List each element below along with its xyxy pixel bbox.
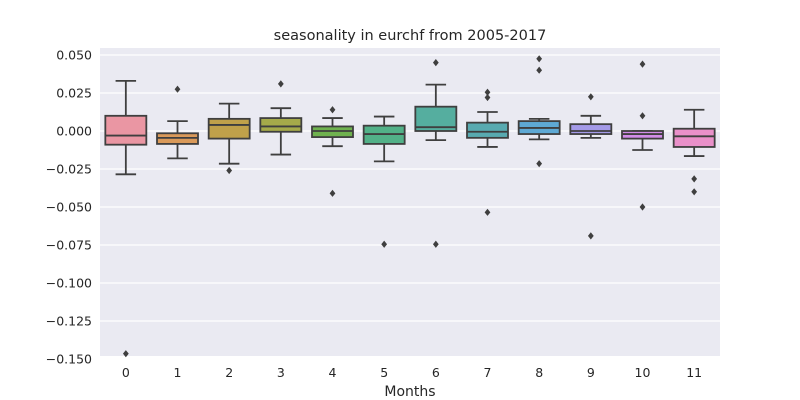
x-axis-ticks: 0 1 2 3 4 5 6 7 8 9 10 11 [122, 365, 702, 380]
outlier-point [639, 60, 646, 68]
box-month-6 [414, 59, 458, 248]
y-tick-label: 0.025 [56, 86, 92, 101]
plot-background [100, 48, 720, 356]
y-tick-label: −0.050 [46, 200, 92, 215]
x-tick-label: 5 [380, 365, 388, 380]
outlier-point [484, 208, 491, 216]
box-month-3 [259, 80, 303, 156]
x-tick-label: 2 [225, 365, 233, 380]
grid-lines [100, 54, 720, 360]
outlier-point [174, 85, 181, 93]
chart-title: seasonality in eurchf from 2005-2017 [274, 28, 547, 44]
x-tick-label: 11 [686, 365, 702, 380]
x-tick-label: 8 [535, 365, 543, 380]
x-tick-label: 0 [122, 365, 130, 380]
iqr-box [207, 117, 251, 140]
outlier-point [587, 93, 594, 101]
x-tick-label: 6 [432, 365, 440, 380]
iqr-box [104, 114, 148, 146]
y-tick-label: 0.050 [56, 48, 92, 63]
outlier-point [329, 189, 336, 197]
box-month-7 [466, 88, 509, 216]
outlier-point [536, 160, 543, 168]
boxes [104, 55, 716, 358]
iqr-box [672, 127, 716, 148]
iqr-box [259, 117, 303, 133]
y-axis-ticks: 0.050 0.025 0.000 −0.025 −0.050 −0.075 −0.100 −… [46, 48, 92, 367]
iqr-box [569, 123, 613, 135]
outlier-point [691, 188, 698, 196]
outlier-point [536, 66, 543, 74]
box-month-11 [672, 108, 716, 196]
x-tick-label: 3 [277, 365, 285, 380]
x-tick-label: 4 [329, 365, 337, 380]
outlier-point [226, 166, 233, 175]
x-tick-label: 7 [484, 365, 492, 380]
outlier-point [639, 203, 646, 211]
outlier-point [381, 240, 388, 248]
box-month-0 [104, 79, 148, 358]
x-tick-label: 10 [635, 365, 651, 380]
box-month-4 [311, 106, 354, 197]
box-month-9 [569, 93, 613, 240]
box-month-2 [207, 102, 251, 175]
iqr-box [466, 121, 509, 139]
outlier-point [691, 175, 698, 183]
y-tick-label: −0.100 [46, 276, 92, 291]
outlier-point [432, 240, 439, 248]
box-month-8 [517, 55, 561, 168]
outlier-point [484, 93, 491, 102]
y-tick-label: −0.125 [46, 314, 92, 329]
box-month-5 [362, 115, 406, 248]
box-month-1 [156, 85, 199, 160]
outlier-point [329, 106, 336, 114]
outlier-point [277, 80, 284, 88]
y-tick-label: −0.025 [46, 162, 92, 177]
outlier-point [536, 55, 543, 63]
x-tick-label: 9 [587, 365, 595, 380]
x-tick-label: 1 [174, 365, 182, 380]
outlier-point [122, 350, 129, 358]
box-month-10 [621, 60, 664, 211]
outlier-point [639, 112, 646, 120]
outlier-point [484, 88, 491, 96]
outlier-point [432, 59, 439, 67]
x-axis-label: Months [384, 384, 435, 400]
y-tick-label: −0.150 [46, 352, 92, 367]
outlier-point [587, 232, 594, 240]
y-tick-label: −0.075 [46, 238, 92, 253]
y-tick-label: 0.000 [56, 124, 92, 139]
